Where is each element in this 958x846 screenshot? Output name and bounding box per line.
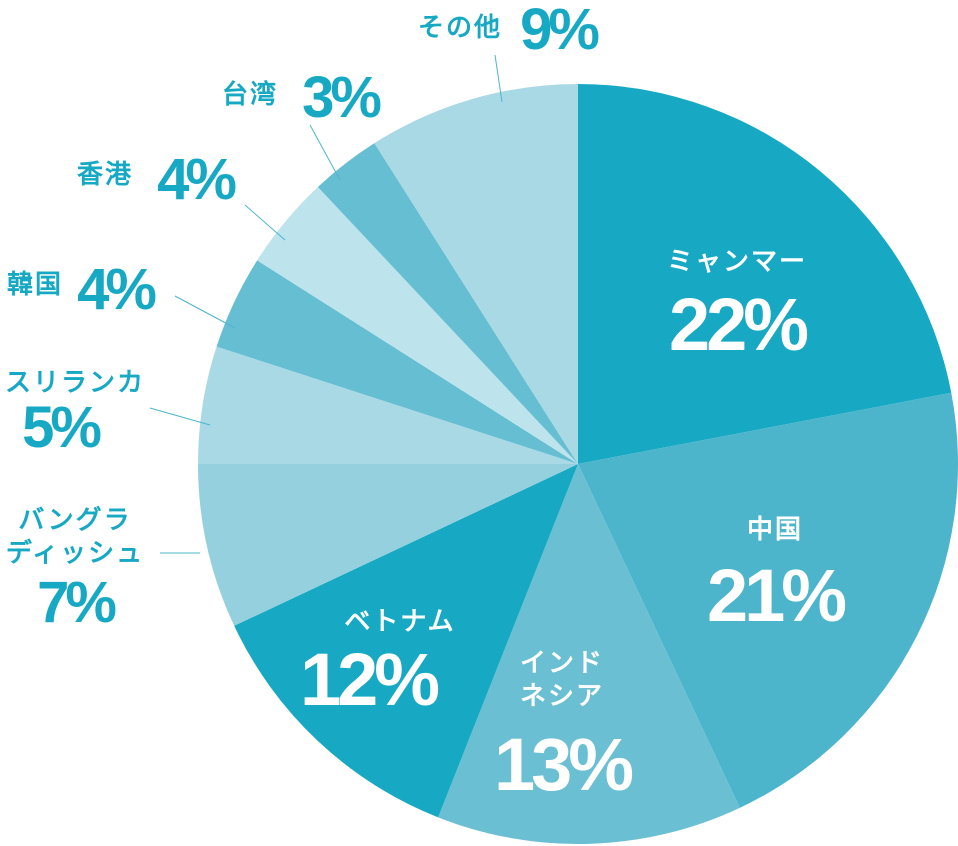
leader-line (494, 54, 503, 103)
slice-value: 21% (706, 553, 847, 637)
leader-line (149, 407, 211, 426)
slice-label: その他 (417, 12, 503, 43)
pie-slice (216, 260, 579, 464)
slice-label: ミャンマー (666, 246, 808, 277)
pie-slice (198, 346, 578, 464)
slice-label: 中国 (746, 514, 804, 545)
pie-slice (578, 392, 958, 808)
pie-slice (257, 186, 578, 464)
slice-value: 22% (668, 282, 809, 366)
leader-line (244, 204, 286, 241)
pie-slice (578, 84, 952, 464)
slice-label: スリランカ (4, 367, 146, 398)
slice-label: 香港 (76, 159, 134, 190)
slice-value: 4% (77, 256, 157, 322)
leader-line (309, 124, 341, 181)
pie-slice (438, 464, 740, 844)
slice-value: 12% (299, 637, 440, 721)
slice-value: 7% (37, 569, 117, 635)
slice-value: 3% (302, 64, 382, 130)
pie-slice (374, 84, 578, 464)
slice-label: 台湾 (221, 79, 279, 110)
pie-slice (317, 143, 578, 464)
slice-label: バングラ ディッシュ (5, 505, 145, 569)
slice-value: 5% (22, 394, 102, 460)
slice-label: インド ネシア (519, 648, 605, 712)
slice-value: 4% (157, 146, 237, 212)
leader-line (174, 295, 236, 329)
slice-label: ベトナム (344, 606, 456, 637)
pie-slice (198, 464, 578, 626)
slice-value: 13% (493, 722, 634, 806)
slice-label: 韓国 (6, 269, 64, 300)
slice-value: 9% (520, 0, 600, 62)
pie-slice (234, 464, 579, 818)
